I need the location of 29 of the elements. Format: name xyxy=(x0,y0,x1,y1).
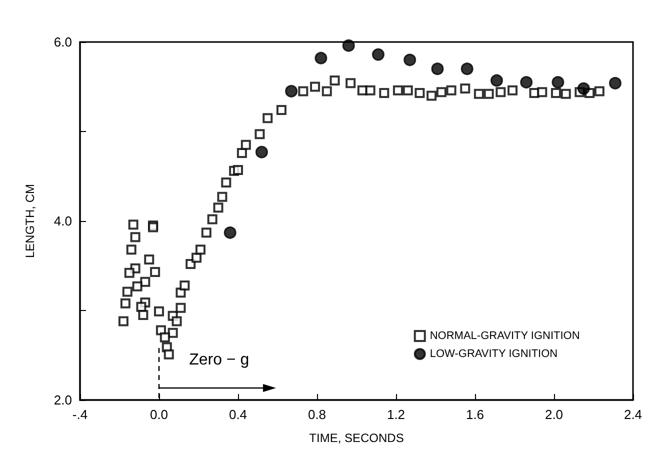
point xyxy=(520,76,533,89)
point xyxy=(552,76,564,89)
point xyxy=(224,226,236,239)
x-tick-label: 0.4 xyxy=(228,407,248,422)
point xyxy=(404,54,416,66)
x-tick-label: 2.0 xyxy=(544,407,564,422)
y-tick-label: 2.0 xyxy=(54,392,72,408)
point xyxy=(372,48,384,61)
y-tick-label: 6.0 xyxy=(54,34,72,50)
point xyxy=(314,52,328,64)
y-tick-label: 4.0 xyxy=(54,214,72,228)
x-tick-label: -.4 xyxy=(72,407,88,422)
point xyxy=(490,74,503,87)
point xyxy=(255,146,268,158)
point xyxy=(608,76,622,90)
x-tick-label: 2.4 xyxy=(624,407,642,422)
x-tick-label: 1.6 xyxy=(466,407,484,422)
point xyxy=(342,39,355,52)
x-tick-label: 0.0 xyxy=(150,407,168,422)
legend-label: LOW-GRAVITY IGNITION xyxy=(430,348,558,360)
annotation: Zero − g xyxy=(189,352,250,368)
x-tick-label: 1.2 xyxy=(386,407,406,422)
point xyxy=(285,84,298,98)
legend-label: NORMAL-GRAVITY IGNITION xyxy=(430,330,580,342)
point xyxy=(431,62,444,76)
point xyxy=(460,62,474,76)
x-tick-label: 0.8 xyxy=(308,407,326,422)
y-axis-title: LENGTH, CM xyxy=(23,184,37,258)
x-axis-title: TIME, SECONDS xyxy=(309,431,404,445)
